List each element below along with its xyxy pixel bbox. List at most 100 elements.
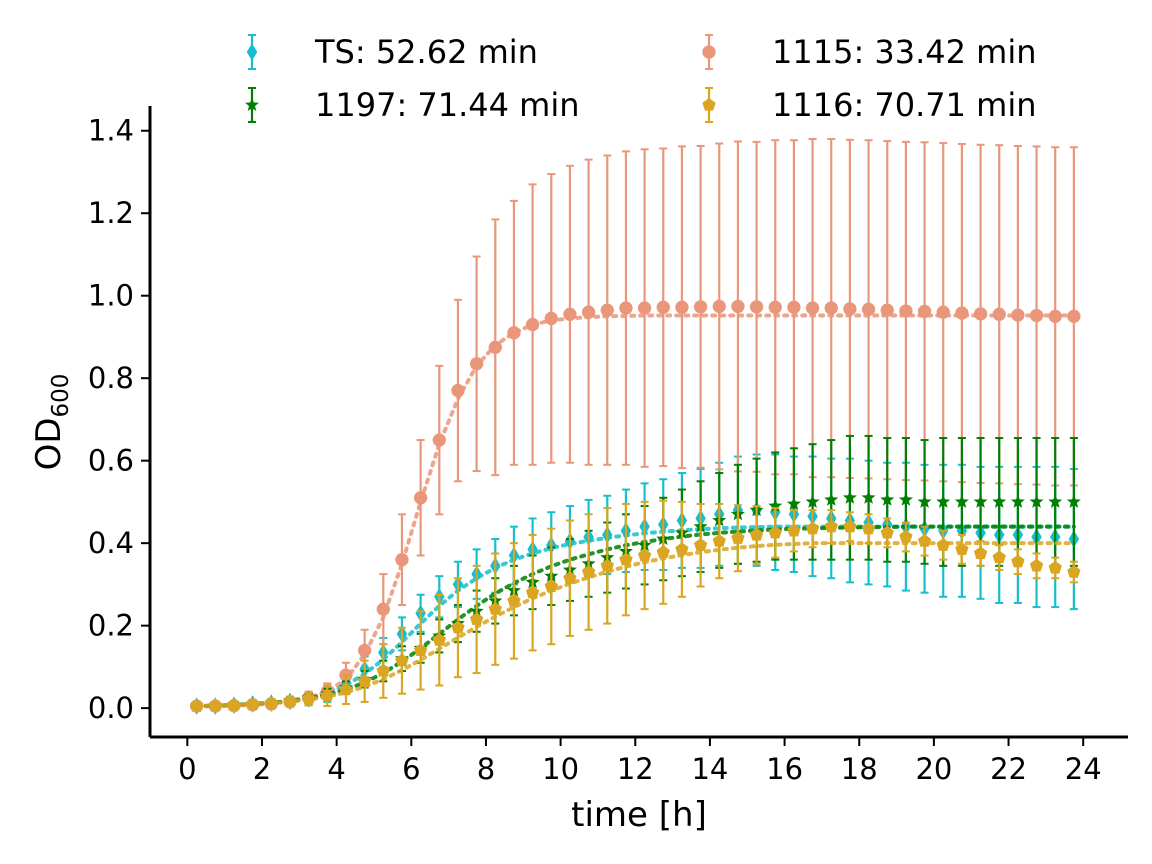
data-point [749, 300, 764, 314]
data-point [917, 494, 932, 508]
legend-marker [246, 43, 258, 61]
y-axis-title-main: OD [29, 417, 69, 470]
data-point [1048, 494, 1063, 508]
x-tick-label: 14 [691, 752, 728, 786]
data-point [787, 523, 801, 537]
data-point [899, 304, 913, 318]
data-point [1067, 309, 1081, 323]
data-point [451, 620, 465, 634]
data-point [805, 301, 820, 315]
data-point [1011, 554, 1025, 568]
data-point [786, 496, 801, 510]
data-point [581, 305, 596, 319]
data-point [861, 302, 876, 316]
data-point [768, 525, 782, 539]
data-point [1048, 560, 1062, 574]
data-point [507, 593, 521, 607]
data-point [395, 653, 409, 667]
data-point [843, 519, 857, 533]
data-point [301, 692, 316, 705]
x-tick-label: 24 [1065, 752, 1102, 786]
data-point [992, 550, 1006, 564]
y-axis-title: OD600 [29, 374, 74, 471]
data-point [992, 307, 1006, 321]
data-point [563, 571, 577, 584]
data-point [917, 534, 932, 547]
data-point [712, 534, 726, 547]
x-ticks: 0 2 4 6 8 10 12 14 16 18 20 22 24 [178, 737, 1102, 786]
legend-entry: 1197: 71.44 min [245, 86, 580, 124]
data-point [600, 558, 614, 572]
data-point [488, 602, 502, 615]
x-tick-label: 20 [915, 752, 952, 786]
x-tick-label: 0 [178, 752, 196, 786]
data-point [525, 317, 540, 332]
data-point [749, 527, 764, 541]
data-point [507, 326, 521, 340]
data-point [973, 494, 988, 508]
series-3 [190, 499, 1081, 712]
x-tick-label: 10 [542, 752, 579, 786]
data-point [1067, 565, 1081, 578]
data-point [376, 602, 390, 616]
data-point [1048, 309, 1062, 323]
legend-label: 1197: 71.44 min [315, 86, 580, 124]
x-tick-label: 6 [402, 752, 420, 786]
data-point [805, 521, 820, 535]
data-point [525, 585, 540, 599]
legend-marker [245, 97, 259, 111]
data-point [432, 633, 446, 646]
legend-label: TS: 52.62 min [314, 33, 538, 71]
data-point [246, 697, 260, 711]
x-tick-label: 18 [841, 752, 878, 786]
data-point [824, 301, 838, 315]
series-2 [189, 434, 1081, 713]
legend-label: 1115: 33.42 min [772, 33, 1037, 71]
data-point [395, 553, 409, 567]
data-point [1029, 558, 1044, 572]
data-point [917, 304, 932, 319]
data-point [936, 538, 950, 551]
data-point [357, 643, 372, 658]
data-point [544, 311, 558, 326]
data-point [880, 303, 894, 317]
data-point [955, 306, 969, 320]
data-point [1029, 308, 1044, 323]
y-tick-label: 0.2 [88, 609, 134, 643]
data-point [787, 300, 801, 314]
data-point [675, 542, 689, 556]
data-point [880, 492, 895, 506]
x-tick-label: 16 [766, 752, 803, 786]
data-point [357, 674, 372, 687]
legend-label: 1116: 70.71 min [772, 86, 1037, 124]
data-point [1066, 494, 1081, 508]
data-point [264, 696, 278, 709]
data-point [413, 643, 428, 657]
data-point [805, 494, 820, 508]
data-point [283, 694, 297, 708]
data-point [861, 490, 876, 504]
plot-area [189, 137, 1081, 715]
data-point [637, 548, 652, 562]
series-1 [190, 137, 1081, 713]
y-ticks: 0.0 0.2 0.4 0.6 0.8 1.0 1.2 1.4 [88, 114, 150, 725]
data-point [413, 491, 428, 505]
data-point [656, 545, 670, 558]
data-point [675, 300, 689, 314]
data-point [992, 494, 1007, 508]
data-point [563, 307, 577, 321]
data-point [432, 433, 446, 447]
x-tick-label: 8 [477, 752, 495, 786]
data-point [469, 357, 484, 371]
data-point [842, 490, 857, 504]
data-point [227, 698, 241, 711]
data-point [731, 531, 745, 544]
data-point [544, 579, 558, 593]
y-tick-label: 1.2 [88, 196, 134, 230]
data-point [190, 699, 204, 712]
data-point [1029, 494, 1044, 508]
data-point [451, 383, 465, 398]
x-tick-label: 22 [990, 752, 1027, 786]
data-point [955, 542, 969, 556]
legend: TS: 52.62 min 1115: 33.42 min 1197: 71.44 … [245, 33, 1037, 124]
